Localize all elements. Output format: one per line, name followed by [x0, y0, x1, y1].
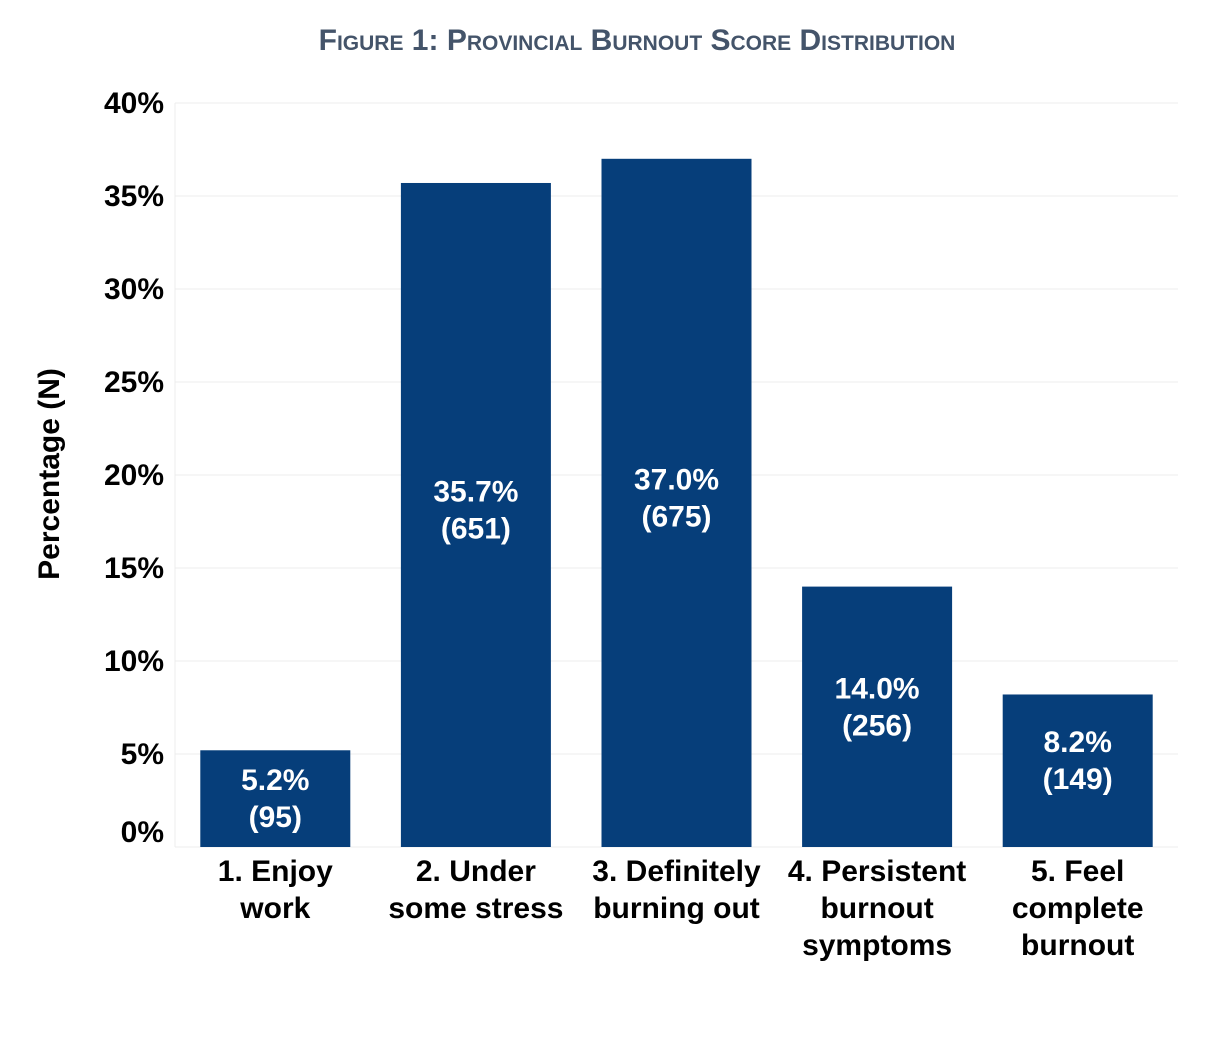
bar-data-labels: 5.2% (95) 35.7% (651) 37.0% (675) 14.0% (256) 8.… — [241, 463, 1113, 833]
bar-data-label: (651) — [441, 512, 511, 545]
y-tick-label: 35% — [104, 180, 164, 213]
bar — [400, 182, 551, 848]
x-category-label: 3. Definitely — [592, 855, 761, 888]
x-category-label: burnout — [820, 892, 933, 925]
x-category-label: 2. Under — [416, 855, 536, 888]
bar-data-label: 35.7% — [433, 475, 518, 508]
x-category-label: 1. Enjoy — [218, 855, 333, 888]
x-axis-categories: 1. Enjoy work 2. Under some stress 3. Defini… — [218, 855, 1144, 962]
bar — [601, 158, 752, 848]
bar-data-label: (256) — [842, 709, 912, 742]
y-tick-label: 30% — [104, 273, 164, 306]
x-category-label: complete — [1012, 892, 1144, 925]
y-tick-label: 40% — [104, 87, 164, 120]
y-tick-label: 15% — [104, 552, 164, 585]
x-category-label: some stress — [388, 892, 563, 925]
y-tick-label: 25% — [104, 366, 164, 399]
x-category-label: 4. Persistent — [788, 855, 966, 888]
x-category-label: burnout — [1021, 929, 1134, 962]
bar-data-label: 5.2% — [241, 764, 309, 797]
y-tick-label: 0% — [121, 816, 164, 849]
bar-data-label: (149) — [1043, 763, 1113, 796]
bar — [802, 586, 953, 847]
y-tick-label: 20% — [104, 459, 164, 492]
bar — [200, 750, 351, 847]
x-category-label: symptoms — [802, 929, 952, 962]
bar-data-label: 37.0% — [634, 463, 719, 496]
bar-data-label: (95) — [249, 801, 302, 834]
y-axis-ticks: 0% 5% 10% 15% 20% 25% 30% 35% 40% — [104, 87, 164, 849]
bar-data-label: 14.0% — [835, 672, 920, 705]
y-tick-label: 5% — [121, 738, 164, 771]
bars — [200, 158, 1153, 848]
bar-data-label: (675) — [641, 500, 711, 533]
x-category-label: work — [239, 892, 310, 925]
bar — [1002, 694, 1153, 847]
x-category-label: 5. Feel — [1031, 855, 1124, 888]
y-tick-label: 10% — [104, 645, 164, 678]
figure-title: Figure 1: Provincial Burnout Score Distr… — [318, 24, 956, 57]
bar-data-label: 8.2% — [1044, 726, 1112, 759]
y-axis-title: Percentage (N) — [33, 368, 66, 580]
x-category-label: burning out — [593, 892, 760, 925]
